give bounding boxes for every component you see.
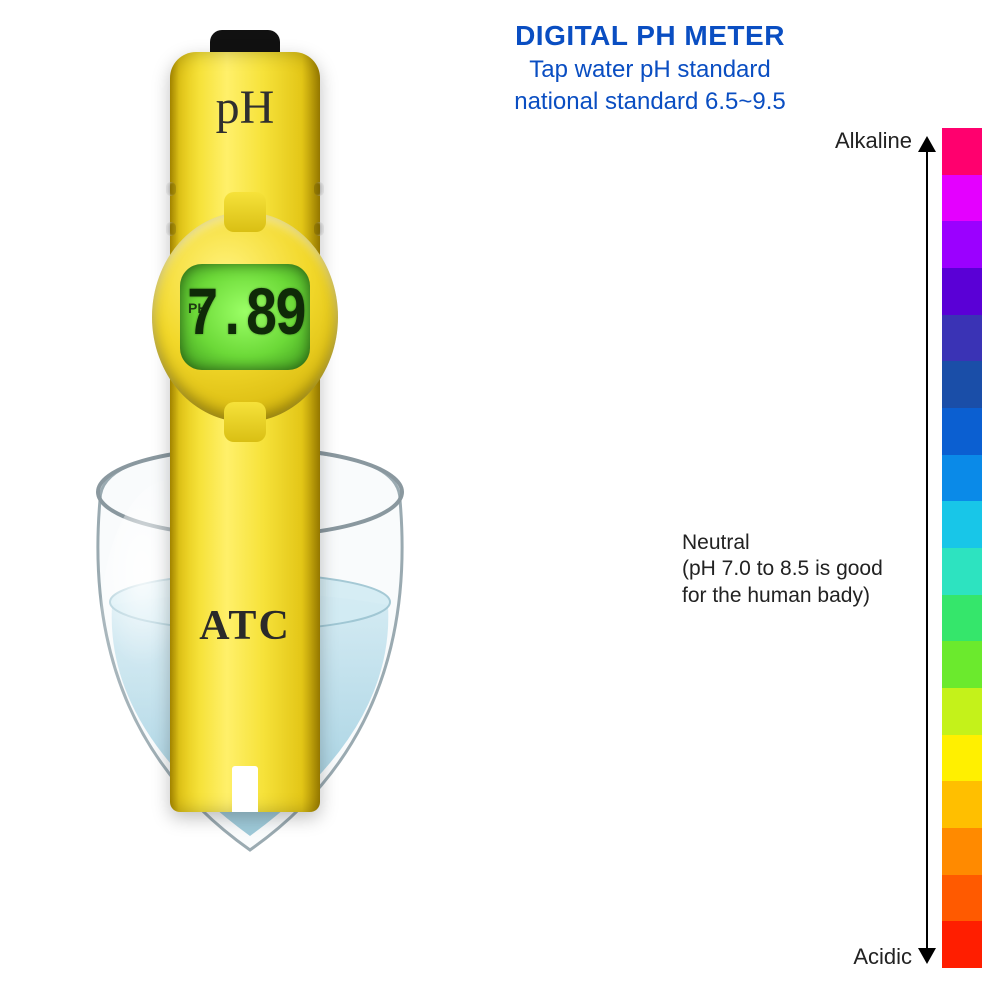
scale-segment [942, 268, 982, 315]
scale-segment [942, 408, 982, 455]
scale-segment [942, 688, 982, 735]
scale-label-neutral: Neutral (pH 7.0 to 8.5 is good for the h… [682, 530, 912, 609]
scale-segment [942, 175, 982, 222]
device-display-bezel: PH 7.89 [152, 212, 338, 422]
scale-segment [942, 315, 982, 362]
neutral-line3: for the human bady) [682, 583, 912, 609]
header-title: DIGITAL PH METER [430, 18, 870, 54]
lcd-reading: 7.89 [186, 278, 304, 356]
scale-segment [942, 548, 982, 595]
scale-arrow [926, 150, 928, 950]
neutral-line2: (pH 7.0 to 8.5 is good [682, 556, 912, 582]
scale-segment [942, 361, 982, 408]
device-body: pH PH 7.89 ATC [170, 52, 320, 812]
scale-segment [942, 735, 982, 782]
scale-label-acidic: Acidic [853, 944, 912, 970]
scale-segment [942, 128, 982, 175]
scale-segment [942, 875, 982, 922]
header-subtitle-2: national standard 6.5~9.5 [430, 86, 870, 117]
scale-segment [942, 501, 982, 548]
scale-segment [942, 455, 982, 502]
header: DIGITAL PH METER Tap water pH standard n… [430, 18, 870, 117]
device-lcd: PH 7.89 [180, 264, 310, 370]
scale-segment [942, 641, 982, 688]
neutral-line1: Neutral [682, 530, 912, 556]
scale-segment [942, 221, 982, 268]
header-subtitle-1: Tap water pH standard [430, 54, 870, 85]
ph-color-scale [942, 128, 982, 968]
scale-segment [942, 828, 982, 875]
scale-segment [942, 595, 982, 642]
device-ph-label: pH [170, 80, 320, 135]
ph-meter-device: pH PH 7.89 ATC [170, 30, 320, 900]
scale-label-alkaline: Alkaline [835, 128, 912, 154]
device-probe-notch [232, 766, 258, 812]
scale-segment [942, 921, 982, 968]
scale-segment [942, 781, 982, 828]
device-atc-label: ATC [170, 602, 320, 650]
